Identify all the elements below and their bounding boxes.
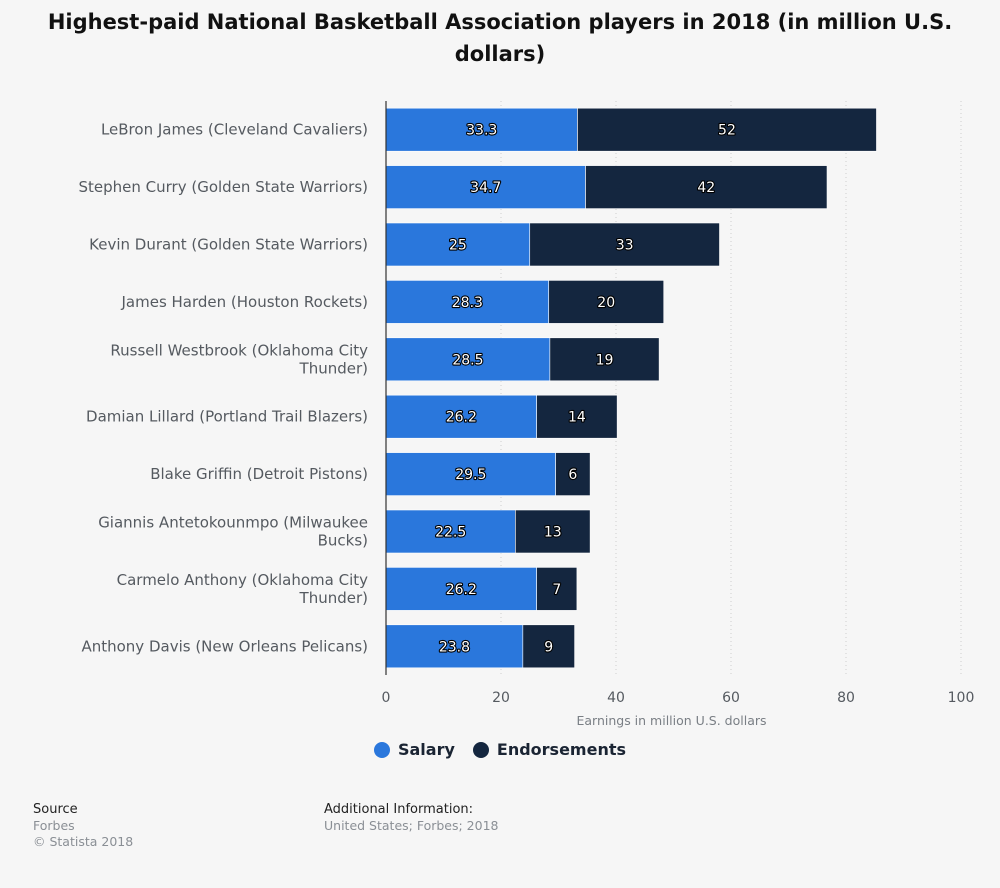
data-label-salary-5: 26.2	[446, 410, 477, 426]
bar-endorsements-5	[536, 394, 618, 439]
x-tick-label: 100	[948, 690, 975, 706]
data-label-salary-9: 23.8	[439, 639, 470, 655]
category-label-8: Carmelo Anthony (Oklahoma City	[117, 571, 368, 589]
bar-endorsements-4	[549, 337, 660, 382]
bar-endorsements-3	[548, 280, 665, 324]
legend-swatch-endorsements	[472, 741, 489, 758]
category-label-1: Stephen Curry (Golden State Warriors)	[79, 178, 369, 196]
category-label-0: LeBron James (Cleveland Cavaliers)	[101, 121, 368, 139]
legend-swatch-salary	[373, 741, 390, 758]
data-label-endorsements-3: 20	[597, 295, 615, 311]
data-label-endorsements-7: 13	[544, 525, 562, 541]
data-label-endorsements-8: 7	[552, 582, 561, 598]
data-label-salary-3: 28.3	[452, 295, 483, 311]
category-label-4: Thunder)	[299, 359, 368, 377]
source-name: Forbes	[33, 818, 75, 833]
bar-salary-8	[385, 567, 537, 611]
data-label-endorsements-4: 19	[596, 352, 614, 368]
data-label-salary-7: 22.5	[435, 525, 466, 541]
data-label-salary-2: 25	[449, 238, 467, 254]
category-label-3: James Harden (Houston Rockets)	[120, 293, 368, 311]
additional-info-heading: Additional Information:	[324, 802, 474, 817]
bar-endorsements-2	[529, 222, 720, 267]
legend-item-endorsements[interactable]: Endorsements	[472, 740, 627, 759]
bar-endorsements-7	[515, 509, 591, 554]
bar-salary-0	[385, 107, 578, 152]
data-label-salary-0: 33.3	[466, 123, 497, 139]
data-label-endorsements-2: 33	[616, 238, 634, 254]
legend: Salary Endorsements	[0, 740, 1000, 759]
bar-chart: 33.3 52 LeBron James (Cleveland Cavaliers)…	[79, 101, 975, 728]
bar-endorsements-1	[585, 165, 828, 209]
data-label-endorsements-9: 9	[544, 639, 553, 655]
data-label-endorsements-1: 42	[697, 180, 715, 196]
data-label-salary-6: 29.5	[455, 467, 486, 483]
category-label-9: Anthony Davis (New Orleans Pelicans)	[81, 637, 368, 655]
category-label-5: Damian Lillard (Portland Trail Blazers)	[86, 408, 368, 426]
category-label-8: Thunder)	[299, 589, 368, 607]
bar-endorsements-0	[577, 107, 877, 152]
bar-salary-2	[385, 222, 531, 267]
bar-endorsements-9	[522, 624, 575, 669]
additional-info-text: United States; Forbes; 2018	[324, 818, 499, 833]
data-label-endorsements-5: 14	[568, 410, 586, 426]
category-label-2: Kevin Durant (Golden State Warriors)	[89, 236, 368, 254]
chart-title: Highest-paid National Basketball Associa…	[47, 10, 953, 66]
x-tick-label: 20	[492, 690, 510, 706]
category-label-7: Giannis Antetokounmpo (Milwaukee	[98, 514, 368, 532]
data-label-salary-8: 26.2	[446, 582, 477, 598]
x-tick-label: 80	[837, 690, 855, 706]
bar-endorsements-6	[555, 452, 591, 496]
bar-endorsements-8	[536, 567, 578, 611]
bar-salary-1	[385, 165, 586, 209]
bar-salary-5	[385, 394, 537, 439]
additional-info-block: Additional Information: United States; F…	[324, 802, 499, 834]
bar-salary-4	[385, 337, 551, 382]
legend-label-endorsements: Endorsements	[496, 740, 627, 759]
x-tick-label: 0	[382, 690, 391, 706]
copyright: © Statista 2018	[33, 834, 134, 849]
data-label-salary-1: 34.7	[470, 180, 501, 196]
data-label-endorsements-0: 52	[718, 123, 736, 139]
category-label-6: Blake Griffin (Detroit Pistons)	[150, 465, 368, 483]
source-heading: Source	[33, 802, 78, 817]
category-label-7: Bucks)	[318, 532, 368, 550]
bar-salary-3	[385, 280, 550, 324]
legend-item-salary[interactable]: Salary	[373, 740, 455, 759]
x-tick-label: 60	[722, 690, 740, 706]
source-block: Source Forbes © Statista 2018	[33, 802, 133, 850]
category-label-4: Russell Westbrook (Oklahoma City	[110, 341, 368, 359]
bar-salary-6	[385, 452, 556, 496]
legend-label-salary: Salary	[397, 740, 455, 759]
x-tick-label: 40	[607, 690, 625, 706]
data-label-endorsements-6: 6	[568, 467, 577, 483]
data-label-salary-4: 28.5	[452, 352, 483, 368]
x-axis-title: Earnings in million U.S. dollars	[576, 713, 766, 728]
